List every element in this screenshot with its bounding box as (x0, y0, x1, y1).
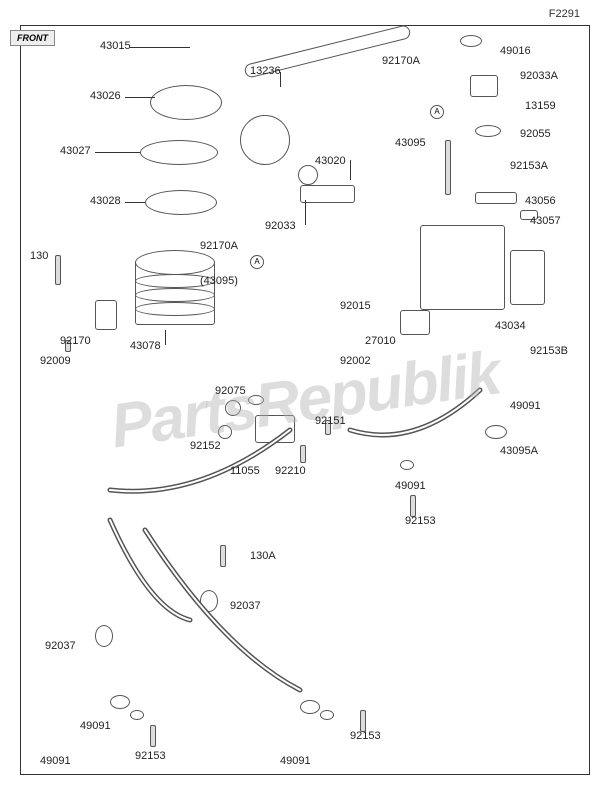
part-shape (400, 310, 430, 335)
part-shape (110, 695, 130, 709)
part-shape (95, 152, 140, 153)
part-label-92170A: 92170A (200, 240, 238, 252)
part-label-92210: 92210 (275, 465, 306, 477)
part-label-49091: 49091 (395, 480, 426, 492)
part-shape (305, 200, 306, 225)
detail-marker-a: A (250, 255, 264, 269)
part-label-27010: 27010 (365, 335, 396, 347)
part-label-13236: 13236 (250, 65, 281, 77)
part-label-92075: 92075 (215, 385, 246, 397)
part-label-92170: 92170 (60, 335, 91, 347)
part-label-92153: 92153 (135, 750, 166, 762)
part-label-49091: 49091 (80, 720, 111, 732)
part-shape (125, 202, 145, 203)
part-label-43028: 43028 (90, 195, 121, 207)
part-label-92015: 92015 (340, 300, 371, 312)
part-shape (350, 160, 351, 180)
part-label-130A: 130A (250, 550, 276, 562)
part-shape (125, 97, 155, 98)
part-label-49016: 49016 (500, 45, 531, 57)
part-label-130: 130 (30, 250, 48, 262)
part-label-92153: 92153 (350, 730, 381, 742)
part-label-92153A: 92153A (510, 160, 548, 172)
part-label-43095: 43095 (395, 137, 426, 149)
part-shape (165, 330, 166, 345)
part-label-49091: 49091 (40, 755, 71, 767)
part-label-43015: 43015 (100, 40, 131, 52)
detail-marker-a: A (430, 105, 444, 119)
part-label-43078: 43078 (130, 340, 161, 352)
part-label-43034: 43034 (495, 320, 526, 332)
part-label-92153B: 92153B (530, 345, 568, 357)
part-label-92009: 92009 (40, 355, 71, 367)
part-label-92151: 92151 (315, 415, 346, 427)
part-shape (135, 302, 215, 316)
part-label-92037: 92037 (45, 640, 76, 652)
part-label-11055: 11055 (230, 465, 260, 477)
part-shape (95, 625, 113, 647)
part-label-92170A: 92170A (382, 55, 420, 67)
part-label-92033: 92033 (265, 220, 296, 232)
part-shape (130, 47, 190, 48)
part-label-49091: 49091 (510, 400, 541, 412)
part-label-43095A: 43095A (500, 445, 538, 457)
part-label-92055: 92055 (520, 128, 551, 140)
part-label-13159: 13159 (525, 100, 556, 112)
part-label-43026: 43026 (90, 90, 121, 102)
part-shape (320, 710, 334, 720)
part-label-43056: 43056 (525, 195, 556, 207)
part-shape (130, 710, 144, 720)
part-label-43027: 43027 (60, 145, 91, 157)
part-shape (150, 725, 156, 747)
part-shape (475, 192, 517, 204)
part-label-92033A: 92033A (520, 70, 558, 82)
part-label-(43095): (43095) (200, 275, 238, 287)
part-shape (300, 700, 320, 714)
part-label-92002: 92002 (340, 355, 371, 367)
part-label-92152: 92152 (190, 440, 221, 452)
part-label-92153: 92153 (405, 515, 436, 527)
part-shape (135, 288, 215, 302)
part-label-43020: 43020 (315, 155, 346, 167)
part-shape (360, 710, 366, 732)
part-label-43057: 43057 (530, 215, 561, 227)
part-label-49091: 49091 (280, 755, 311, 767)
part-label-92037: 92037 (230, 600, 261, 612)
